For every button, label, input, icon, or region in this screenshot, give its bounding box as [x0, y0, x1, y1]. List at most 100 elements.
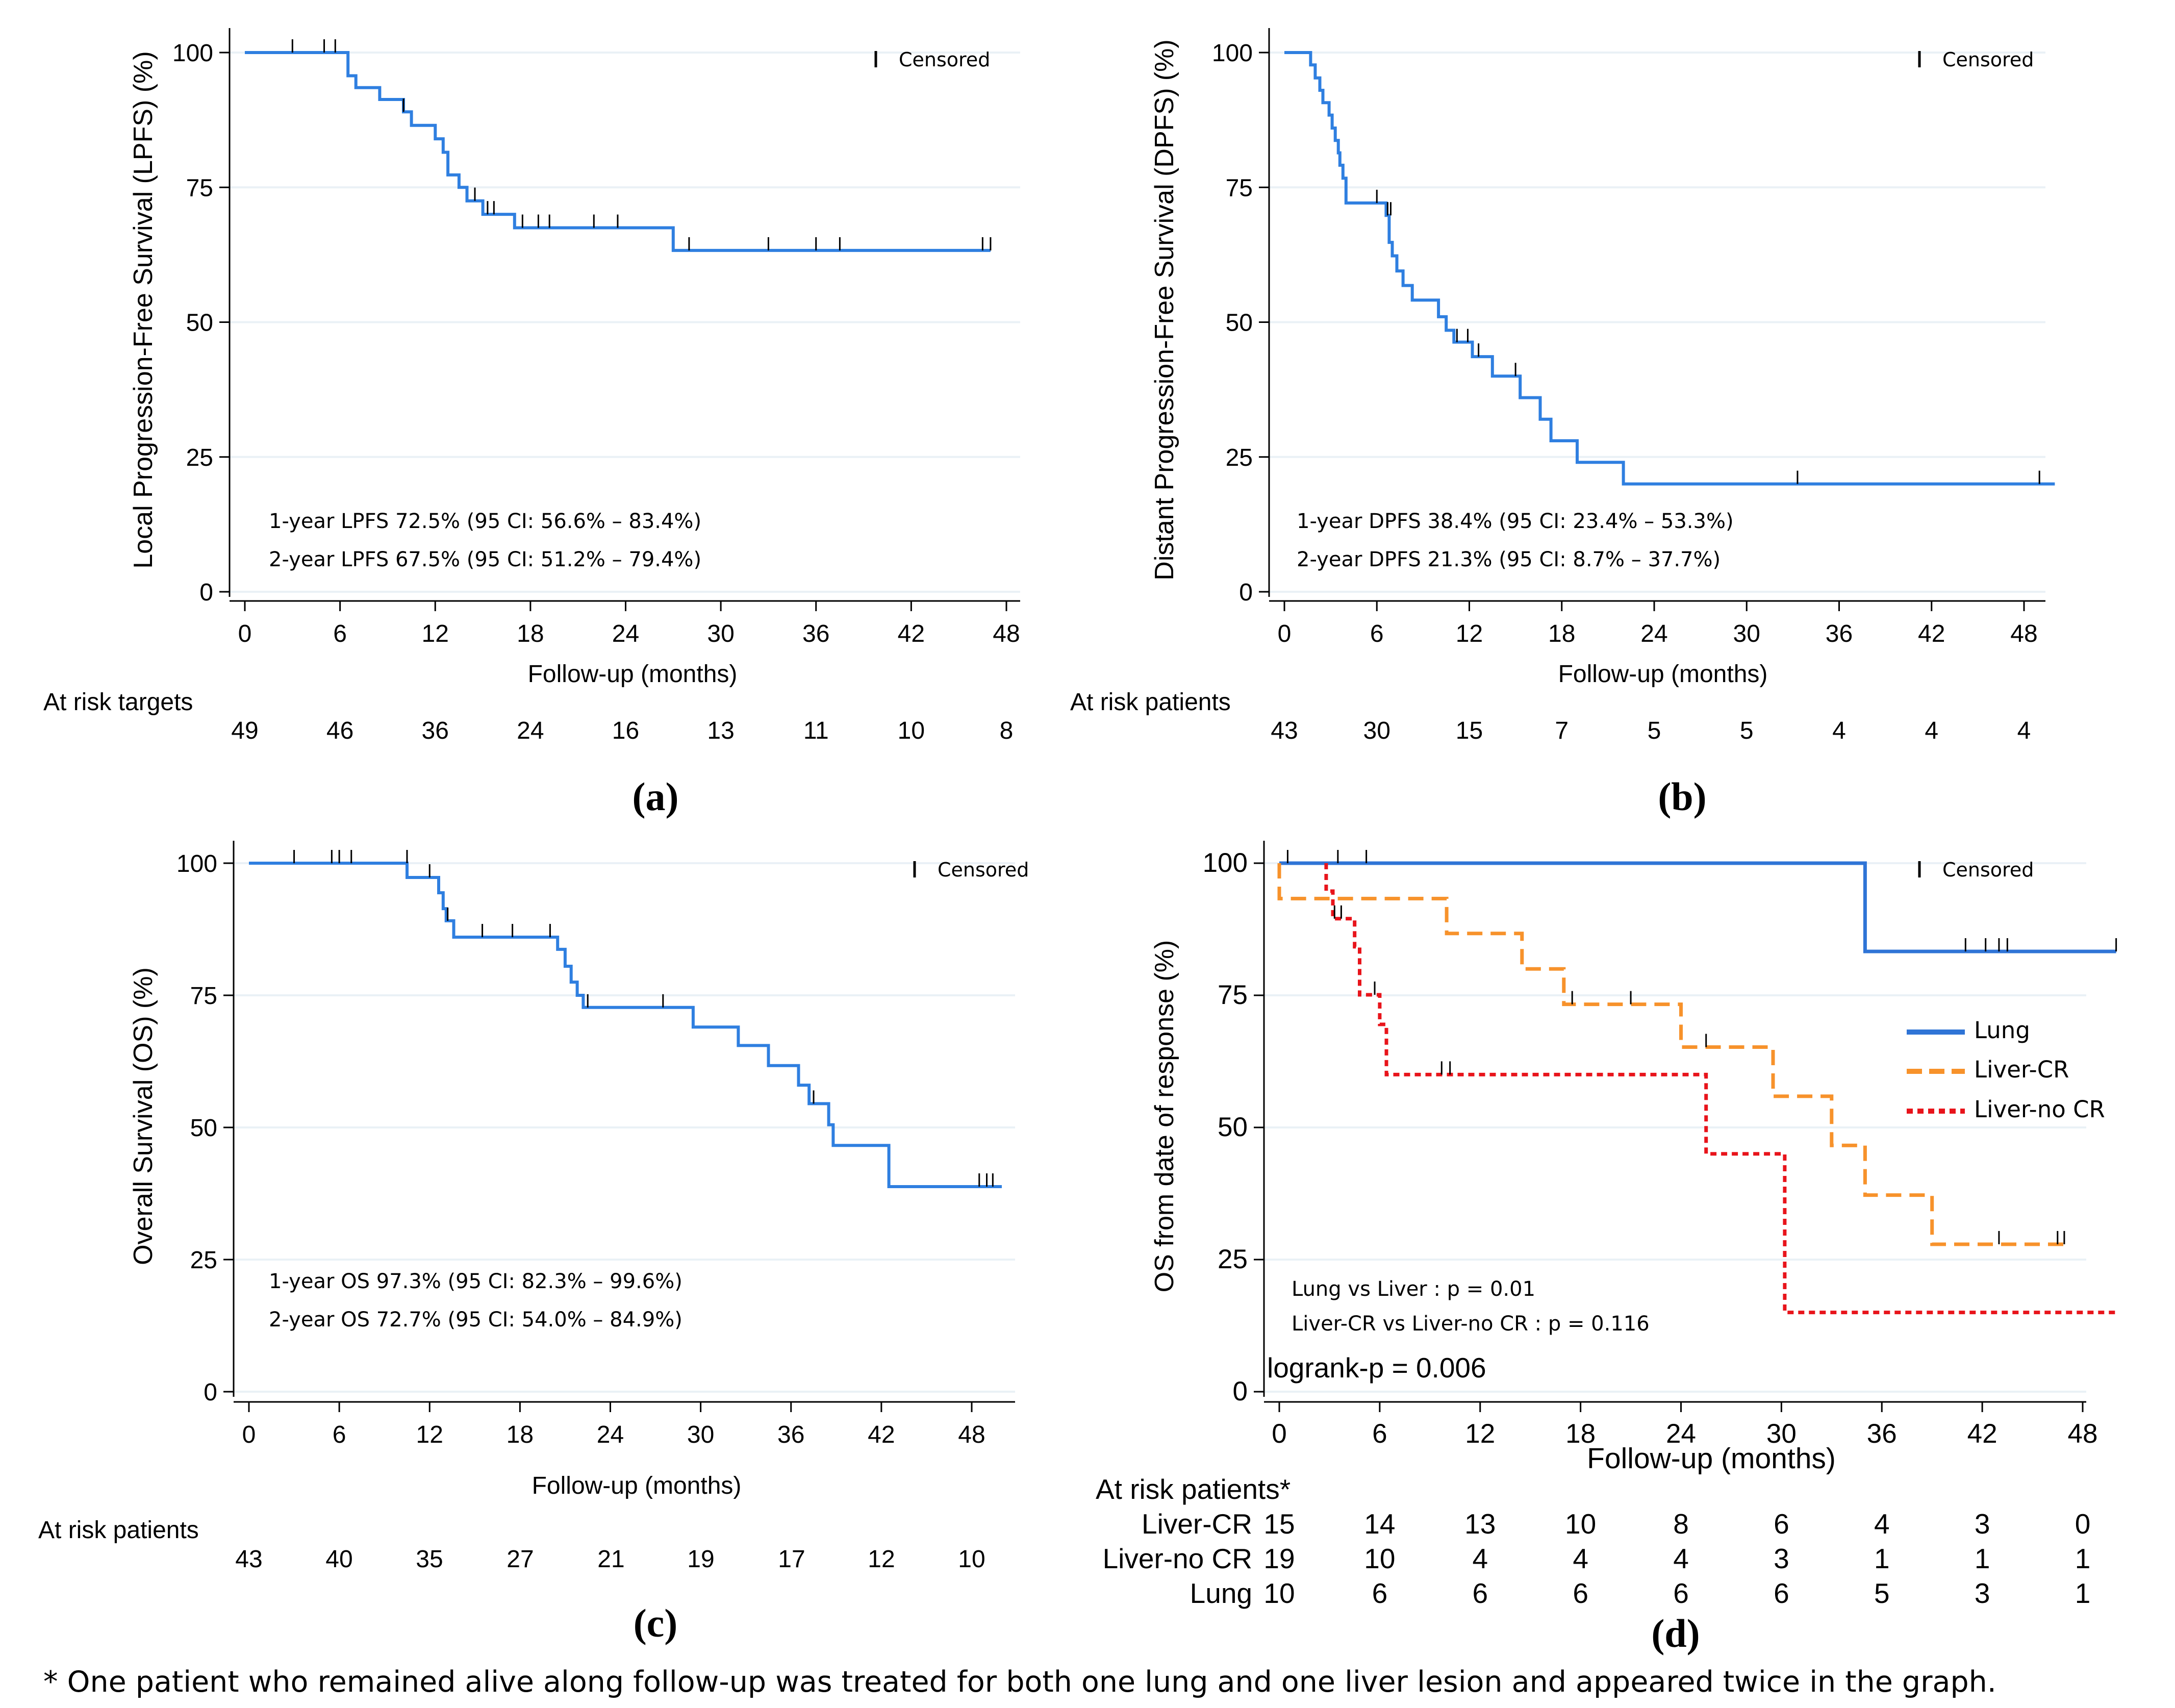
y-tick-label: 25 — [186, 444, 213, 471]
risk-count: 12 — [868, 1546, 895, 1573]
risk-count: 8 — [1000, 717, 1014, 744]
x-tick-label: 30 — [1766, 1419, 1797, 1449]
risk-count: 4 — [1925, 717, 1938, 744]
y-axis-title: Distant Progression-Free Survival (DPFS)… — [1150, 39, 1179, 580]
x-tick-label: 30 — [707, 620, 734, 647]
risk-count: 1 — [2075, 1543, 2091, 1574]
panel-label: (b) — [1658, 774, 1706, 819]
y-tick-label: 75 — [186, 174, 213, 202]
survival-curve-dpfs — [1284, 51, 2055, 486]
x-tick-label: 42 — [898, 620, 925, 647]
y-tick-label: 0 — [199, 579, 213, 606]
panel-c-os-chart: 0 25 50 75 100 0 6 12 18 24 30 36 42 48 Overall Surviv… — [38, 841, 1029, 1645]
risk-count: 1 — [2075, 1577, 2091, 1609]
y-tick-label: 0 — [204, 1379, 217, 1406]
x-tick-label: 18 — [1565, 1419, 1596, 1449]
risk-count: 10 — [958, 1546, 985, 1573]
y-tick-label: 50 — [1218, 1112, 1248, 1142]
survival-curve-lung — [1279, 861, 2116, 953]
risk-count: 49 — [231, 717, 258, 744]
y-tick-label: 25 — [1226, 444, 1253, 471]
risk-count: 19 — [687, 1546, 714, 1573]
risk-count: 30 — [1363, 717, 1390, 744]
risk-count: 10 — [898, 717, 925, 744]
x-axis-title: Follow-up (months) — [1587, 1442, 1836, 1475]
risk-count: 40 — [325, 1546, 352, 1573]
risk-count: 5 — [1874, 1577, 1890, 1609]
risk-count: 3 — [1975, 1577, 1990, 1609]
x-tick-label: 6 — [333, 1421, 346, 1448]
y-axis-title: Local Progression-Free Survival (LPFS) (… — [129, 51, 158, 568]
x-axis-title: Follow-up (months) — [1558, 661, 1768, 688]
x-tick-label: 42 — [1918, 620, 1945, 647]
risk-row-label: Liver-no CR — [1103, 1543, 1252, 1574]
x-axis-title: Follow-up (months) — [528, 661, 738, 688]
censored-legend-label: Censored — [1942, 48, 2034, 71]
survival-curve-liver-cr — [1277, 863, 2066, 1246]
x-axis-title: Follow-up (months) — [532, 1472, 742, 1499]
risk-table-label: At risk patients — [1070, 689, 1231, 716]
risk-count: 11 — [803, 717, 829, 744]
x-tick-label: 0 — [242, 1421, 256, 1448]
x-tick-label: 0 — [1272, 1419, 1286, 1449]
legend-label-liver-no-cr: Liver-no CR — [1974, 1096, 2105, 1123]
risk-count: 5 — [1740, 717, 1754, 744]
risk-count: 46 — [326, 717, 353, 744]
x-tick-label: 0 — [238, 620, 252, 647]
risk-count: 36 — [422, 717, 449, 744]
y-tick-label: 50 — [186, 310, 213, 337]
risk-count: 4 — [2017, 717, 2031, 744]
risk-row-label: Liver-CR — [1142, 1508, 1252, 1540]
y-tick-label: 75 — [1226, 174, 1253, 202]
risk-count: 1 — [1975, 1543, 1990, 1574]
y-tick-label: 50 — [190, 1115, 217, 1142]
y-tick-label: 75 — [1218, 980, 1248, 1010]
x-tick-label: 48 — [2068, 1419, 2098, 1449]
y-tick-label: 25 — [190, 1247, 217, 1274]
risk-count: 4 — [1874, 1508, 1890, 1540]
risk-count: 10 — [1364, 1543, 1395, 1574]
risk-count: 0 — [2075, 1508, 2091, 1540]
censored-legend-label: Censored — [899, 48, 990, 71]
survival-estimate-annotation: 1-year OS 97.3% (95 CI: 82.3% – 99.6%) — [269, 1270, 682, 1293]
y-tick-label: 50 — [1226, 310, 1253, 337]
risk-count: 19 — [1263, 1543, 1295, 1574]
censored-legend-label: Censored — [1942, 859, 2034, 881]
y-tick-label: 25 — [1218, 1244, 1248, 1274]
x-tick-label: 36 — [1867, 1419, 1897, 1449]
legend-label-liver-cr: Liver-CR — [1974, 1056, 2069, 1083]
y-tick-label: 100 — [176, 850, 217, 877]
survival-estimate-annotation: Liver-CR vs Liver-no CR : p = 0.116 — [1292, 1312, 1650, 1336]
x-tick-label: 24 — [612, 620, 639, 647]
panel-label: (c) — [634, 1601, 678, 1645]
risk-count: 5 — [1648, 717, 1661, 744]
x-tick-label: 24 — [1640, 620, 1667, 647]
x-tick-label: 36 — [802, 620, 829, 647]
survival-curve-os — [249, 862, 1002, 1188]
risk-count: 13 — [1464, 1508, 1496, 1540]
survival-estimate-annotation: 2-year OS 72.7% (95 CI: 54.0% – 84.9%) — [269, 1308, 682, 1332]
panel-label: (a) — [633, 774, 679, 819]
risk-row-label: Lung — [1190, 1577, 1252, 1609]
x-tick-label: 18 — [517, 620, 544, 647]
risk-count: 4 — [1472, 1543, 1488, 1574]
risk-table-label: At risk patients* — [1096, 1473, 1291, 1505]
y-tick-label: 0 — [1239, 579, 1253, 606]
risk-count: 24 — [517, 717, 544, 744]
x-tick-label: 6 — [1370, 620, 1384, 647]
risk-count: 7 — [1555, 717, 1569, 744]
y-tick-label: 75 — [190, 983, 217, 1010]
risk-count: 27 — [507, 1546, 534, 1573]
risk-count: 6 — [1673, 1577, 1689, 1609]
risk-count: 16 — [612, 717, 639, 744]
risk-count: 14 — [1364, 1508, 1395, 1540]
risk-count: 4 — [1832, 717, 1846, 744]
y-tick-label: 100 — [1212, 40, 1253, 67]
risk-count: 6 — [1573, 1577, 1588, 1609]
x-tick-label: 36 — [1826, 620, 1853, 647]
risk-count: 6 — [1774, 1577, 1789, 1609]
x-tick-label: 36 — [777, 1421, 804, 1448]
y-tick-label: 100 — [1203, 848, 1248, 878]
risk-count: 10 — [1263, 1577, 1295, 1609]
